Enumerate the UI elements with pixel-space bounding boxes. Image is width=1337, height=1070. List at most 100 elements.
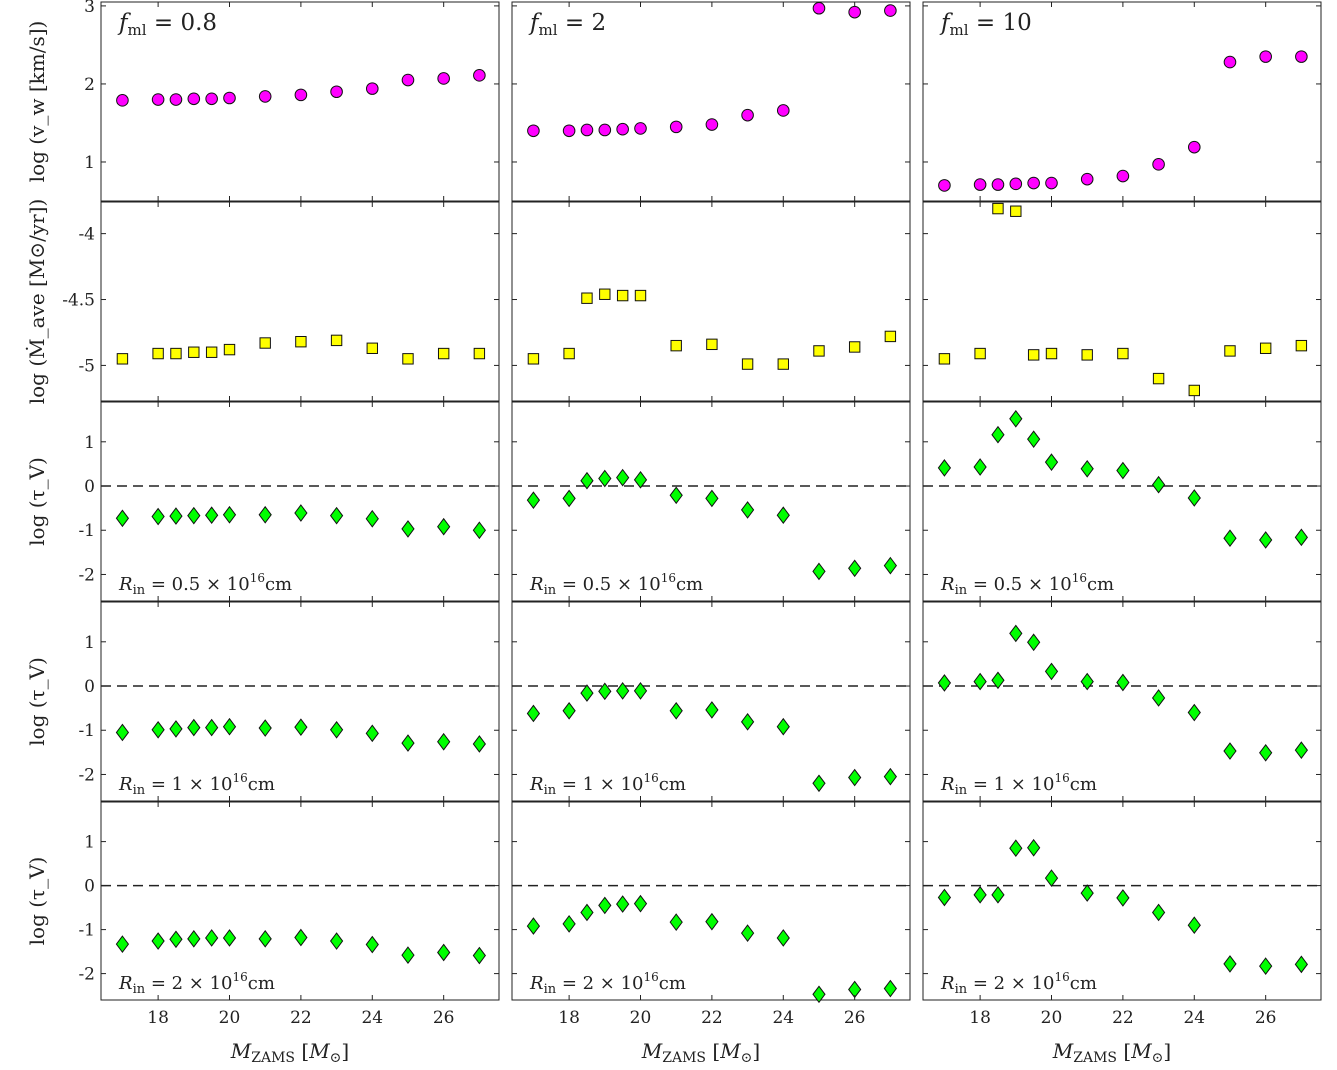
data-point-diamond — [1116, 889, 1130, 907]
data-point-diamond — [294, 928, 308, 947]
data-point-diamond — [169, 720, 183, 738]
y-tick-label: 2 — [84, 75, 95, 95]
data-point-diamond — [1223, 529, 1237, 548]
data-point-diamond — [616, 895, 630, 913]
data-point-square — [330, 334, 343, 347]
data-point-diamond — [329, 932, 344, 950]
data-point-diamond — [937, 888, 952, 907]
data-markers — [115, 1, 1308, 1004]
data-point-diamond — [187, 506, 201, 525]
data-point-square — [1224, 345, 1236, 357]
data-point-diamond — [169, 507, 183, 525]
x-tick-label: 20 — [219, 1008, 241, 1028]
data-point-circle — [527, 124, 540, 138]
data-point-diamond — [705, 489, 719, 508]
data-point-diamond — [1044, 453, 1059, 471]
x-tick-label: 22 — [290, 1008, 312, 1028]
data-point-square — [402, 353, 414, 365]
data-point-square — [974, 347, 986, 360]
axis-ticks: 1 2 3 -4 -4.5 -5 1 0 -1 -2 1 0 -1 -2 1 0 -1 -2 18 20 22 24 26 1… — [62, 0, 1321, 1028]
x-tick-label: 22 — [701, 1008, 723, 1028]
data-point-diamond — [329, 720, 344, 739]
data-point-diamond — [598, 682, 612, 701]
data-point-diamond — [401, 734, 415, 752]
reference-lines — [101, 485, 1321, 887]
data-point-square — [366, 342, 378, 354]
data-point-diamond — [222, 929, 237, 947]
data-point-circle — [580, 123, 594, 137]
data-point-diamond — [1009, 624, 1023, 643]
data-point-diamond — [669, 486, 683, 505]
data-point-diamond — [883, 979, 897, 998]
data-point-diamond — [294, 718, 308, 736]
data-point-diamond — [401, 520, 415, 538]
data-point-diamond — [633, 682, 648, 700]
data-point-diamond — [1116, 673, 1130, 692]
data-point-diamond — [437, 943, 451, 962]
data-point-diamond — [472, 521, 486, 540]
data-point-circle — [848, 5, 861, 19]
data-point-diamond — [526, 491, 541, 510]
data-point-diamond — [115, 509, 130, 528]
data-point-square — [992, 202, 1004, 215]
panel-frame — [100, 1, 500, 202]
data-point-diamond — [1027, 633, 1041, 652]
data-point-diamond — [151, 932, 165, 950]
data-point-square — [1152, 372, 1165, 385]
y-tick-label: -5 — [78, 356, 95, 376]
data-point-diamond — [151, 720, 165, 739]
data-point-square — [599, 288, 611, 300]
data-point-diamond — [616, 468, 630, 487]
x-axis-label: MZAMS [M⊙] — [641, 1039, 760, 1066]
data-point-diamond — [1259, 531, 1273, 549]
data-point-diamond — [1080, 672, 1094, 691]
y-axis-label: log (τ_V) — [25, 657, 49, 746]
data-point-diamond — [580, 903, 594, 922]
column-title: fml = 0.8 — [117, 10, 217, 39]
data-point-square — [1188, 384, 1200, 397]
data-point-circle — [1152, 158, 1165, 171]
data-point-diamond — [329, 506, 344, 525]
data-point-diamond — [740, 501, 755, 519]
data-point-diamond — [187, 930, 201, 948]
data-point-diamond — [937, 459, 952, 477]
data-point-diamond — [705, 912, 719, 931]
data-point-circle — [223, 91, 236, 105]
data-point-circle — [205, 92, 218, 106]
data-point-square — [884, 330, 897, 343]
data-point-diamond — [580, 471, 594, 490]
data-point-circle — [991, 178, 1005, 191]
y-axis-label: log (Ṁ_ave [M⊙/yr]) — [25, 199, 49, 405]
panel-frame — [100, 201, 500, 402]
data-point-diamond — [740, 713, 755, 731]
data-point-square — [473, 347, 486, 360]
data-point-diamond — [365, 935, 379, 954]
x-tick-label: 26 — [844, 1008, 866, 1028]
y-tick-label: 3 — [84, 0, 95, 17]
data-point-circle — [884, 4, 897, 17]
data-point-diamond — [1044, 662, 1059, 681]
y-tick-label: -1 — [78, 921, 95, 941]
y-tick-label: 1 — [84, 433, 95, 453]
data-point-circle — [669, 120, 683, 134]
y-tick-label: 0 — [84, 477, 95, 497]
data-point-diamond — [1223, 742, 1237, 760]
data-point-diamond — [973, 458, 987, 476]
x-tick-label: 18 — [147, 1008, 169, 1028]
data-point-square — [634, 289, 647, 302]
panel-frame — [922, 401, 1322, 602]
data-point-square — [706, 338, 718, 351]
data-point-diamond — [205, 929, 219, 947]
x-tick-label: 18 — [558, 1008, 580, 1028]
data-point-circle — [1116, 169, 1130, 183]
data-point-diamond — [526, 704, 541, 723]
data-point-diamond — [616, 682, 630, 700]
data-point-square — [777, 358, 789, 370]
data-point-circle — [437, 72, 450, 85]
data-point-diamond — [151, 507, 165, 526]
data-point-square — [188, 346, 200, 358]
radius-annotation: Rin = 1 × 1016cm — [940, 771, 1097, 798]
data-point-square — [848, 341, 861, 353]
data-point-circle — [562, 124, 576, 138]
data-point-diamond — [848, 768, 862, 787]
